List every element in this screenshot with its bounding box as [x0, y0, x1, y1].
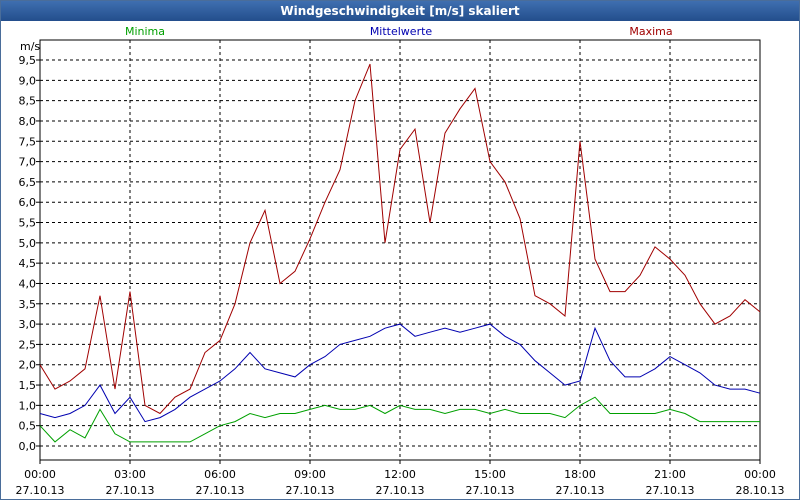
y-tick-label: 5,5 — [19, 217, 37, 230]
x-tick-time: 03:00 — [114, 468, 146, 481]
y-tick-label: 6,5 — [19, 176, 37, 189]
series-line-maxima — [39, 63, 761, 415]
y-tick-label: 0,5 — [19, 420, 37, 433]
x-tick-time: 15:00 — [474, 468, 506, 481]
y-tick-label: 4,5 — [19, 257, 37, 270]
legend-minima: Minima — [125, 25, 165, 38]
x-tick-date: 27.10.13 — [16, 484, 65, 497]
y-tick-label: 4,0 — [19, 277, 37, 290]
x-tick-date: 27.10.13 — [376, 484, 425, 497]
y-tick-label: 9,5 — [19, 54, 37, 67]
x-tick-time: 21:00 — [654, 468, 686, 481]
series-line-minima — [39, 396, 760, 443]
y-tick-label: 2,5 — [19, 338, 37, 351]
y-tick-label: 3,0 — [19, 318, 37, 331]
legend-maxima: Maxima — [629, 25, 672, 38]
y-tick-label: 5,0 — [19, 237, 37, 250]
y-tick-label: 0,0 — [19, 440, 37, 453]
y-tick-label: 8,0 — [19, 115, 37, 128]
x-tick-time: 06:00 — [204, 468, 236, 481]
x-tick-date: 27.10.13 — [556, 484, 605, 497]
x-tick-date: 27.10.13 — [196, 484, 245, 497]
x-tick-time: 12:00 — [384, 468, 416, 481]
y-tick-label: 3,5 — [19, 298, 37, 311]
y-tick-label: 9,0 — [19, 74, 37, 87]
x-tick-date: 27.10.13 — [106, 484, 155, 497]
y-tick-label: 7,5 — [19, 135, 37, 148]
x-tick-date: 27.10.13 — [286, 484, 335, 497]
y-tick-label: 6,0 — [19, 196, 37, 209]
x-tick-date: 28.10.13 — [736, 484, 785, 497]
x-tick-date: 27.10.13 — [466, 484, 515, 497]
series-line-mittelwerte — [39, 323, 761, 423]
x-tick-time: 18:00 — [564, 468, 596, 481]
legend-mittelwerte: Mittelwerte — [370, 25, 433, 38]
y-tick-label: 1,0 — [19, 399, 37, 412]
x-tick-time: 09:00 — [294, 468, 326, 481]
y-tick-label: 7,0 — [19, 156, 37, 169]
x-tick-time: 00:00 — [744, 468, 776, 481]
y-axis-unit-label: m/s — [20, 40, 40, 53]
x-tick-time: 00:00 — [24, 468, 56, 481]
x-tick-date: 27.10.13 — [646, 484, 695, 497]
y-tick-label: 2,0 — [19, 359, 37, 372]
y-tick-label: 1,5 — [19, 379, 37, 392]
y-tick-label: 8,5 — [19, 95, 37, 108]
chart-title: Windgeschwindigkeit [m/s] skaliert — [1, 1, 799, 21]
